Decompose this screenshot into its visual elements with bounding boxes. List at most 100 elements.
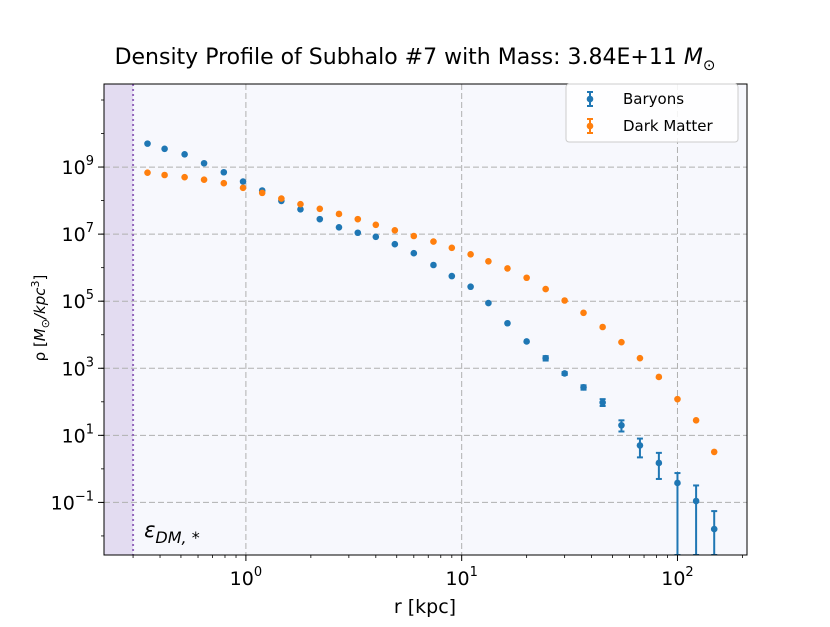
y-tick-exponent: 7	[86, 221, 94, 236]
x-tick-base: 10	[230, 568, 254, 590]
data-point	[354, 215, 362, 223]
data-point	[316, 215, 324, 223]
y-axis-label-m: M	[31, 328, 49, 341]
y-tick-label: 101	[62, 422, 94, 447]
data-point	[504, 265, 511, 272]
data-point	[258, 189, 266, 197]
y-tick-label: 103	[62, 355, 94, 380]
data-point	[580, 309, 587, 317]
data-point	[618, 338, 625, 346]
data-point	[181, 173, 188, 181]
data-point	[297, 200, 304, 208]
x-tick-base: 10	[661, 568, 685, 590]
data-point	[710, 525, 718, 533]
y-axis-label-sup: 3	[29, 281, 42, 288]
y-axis-label-post: ]	[31, 275, 49, 281]
data-point	[239, 178, 247, 185]
data-point	[448, 272, 456, 280]
legend: Baryons Dark Matter	[565, 83, 739, 143]
data-point	[692, 417, 700, 424]
plot-frame	[103, 83, 748, 556]
data-point	[523, 338, 530, 345]
legend-marker	[586, 122, 594, 130]
data-point	[485, 257, 492, 265]
y-tick-base: 10	[62, 358, 86, 380]
data-point	[674, 395, 681, 403]
plot-area	[104, 84, 747, 555]
data-point	[144, 169, 151, 176]
y-tick-label: 105	[62, 288, 94, 313]
y-tick-base: 10	[62, 291, 86, 313]
data-point	[144, 140, 151, 147]
data-point	[710, 448, 718, 456]
data-point	[467, 251, 474, 258]
data-point	[430, 238, 437, 245]
series-dark-matter	[144, 169, 718, 456]
softening-label: εDM, *	[144, 518, 200, 547]
y-tick-exponent: −1	[75, 489, 94, 504]
data-layer	[144, 140, 718, 555]
y-tick-exponent: 3	[86, 355, 94, 370]
data-point	[561, 297, 568, 304]
y-tick-label: 10−1	[51, 489, 94, 514]
softening-subscript: DM, *	[155, 528, 199, 547]
chart-title-mass-unit: M	[684, 45, 703, 70]
data-point	[372, 221, 380, 229]
data-point	[372, 233, 380, 241]
data-point	[391, 240, 399, 248]
data-point	[220, 179, 228, 187]
y-axis-label: ρ [M⊙/kpc3]	[29, 275, 52, 362]
data-point	[354, 229, 362, 237]
data-point	[316, 205, 324, 213]
x-tick-label: 101	[445, 565, 477, 590]
data-point	[542, 354, 549, 362]
data-point	[410, 249, 418, 257]
x-tick-exponent: 0	[254, 565, 262, 580]
x-tick-base: 10	[445, 568, 469, 590]
legend-label: Baryons	[623, 90, 684, 108]
y-tick-base: 10	[51, 492, 75, 514]
data-point	[655, 373, 663, 381]
data-point	[335, 210, 343, 218]
x-tick-exponent: 2	[685, 565, 693, 580]
data-point	[239, 184, 247, 192]
data-point	[391, 227, 399, 234]
data-point	[200, 159, 208, 167]
data-point	[485, 299, 492, 307]
data-point	[220, 168, 228, 176]
series-baryons	[144, 140, 718, 555]
data-point	[278, 195, 285, 202]
data-point	[636, 354, 644, 362]
chart-title-mass-sub: ⊙	[703, 56, 716, 74]
chart-title-text: Density Profile of Subhalo #7 with Mass:…	[115, 45, 684, 70]
y-axis-label-mid: /kpc	[31, 287, 49, 321]
data-point	[448, 244, 456, 252]
x-tick-label: 100	[230, 565, 262, 590]
softening-band	[104, 84, 134, 555]
data-point	[618, 421, 625, 429]
data-point	[692, 497, 700, 505]
data-point	[599, 323, 606, 331]
x-tick-label: 102	[661, 565, 693, 590]
y-tick-base: 10	[62, 224, 86, 246]
chart-title: Density Profile of Subhalo #7 with Mass:…	[115, 45, 716, 74]
data-point	[655, 459, 663, 467]
y-tick-label: 107	[62, 221, 94, 246]
x-axis-label: r [kpc]	[394, 596, 456, 618]
data-point	[523, 274, 530, 282]
data-point	[561, 370, 568, 377]
y-tick-exponent: 5	[86, 288, 94, 303]
data-point	[430, 261, 437, 269]
data-point	[200, 176, 208, 183]
softening-symbol: ε	[144, 518, 155, 542]
data-point	[504, 319, 511, 327]
legend-marker	[586, 95, 594, 103]
y-tick-exponent: 9	[86, 154, 94, 169]
data-point	[467, 283, 474, 291]
y-axis-label-sub: ⊙	[39, 319, 52, 328]
data-point	[580, 384, 587, 391]
data-point	[335, 223, 343, 231]
